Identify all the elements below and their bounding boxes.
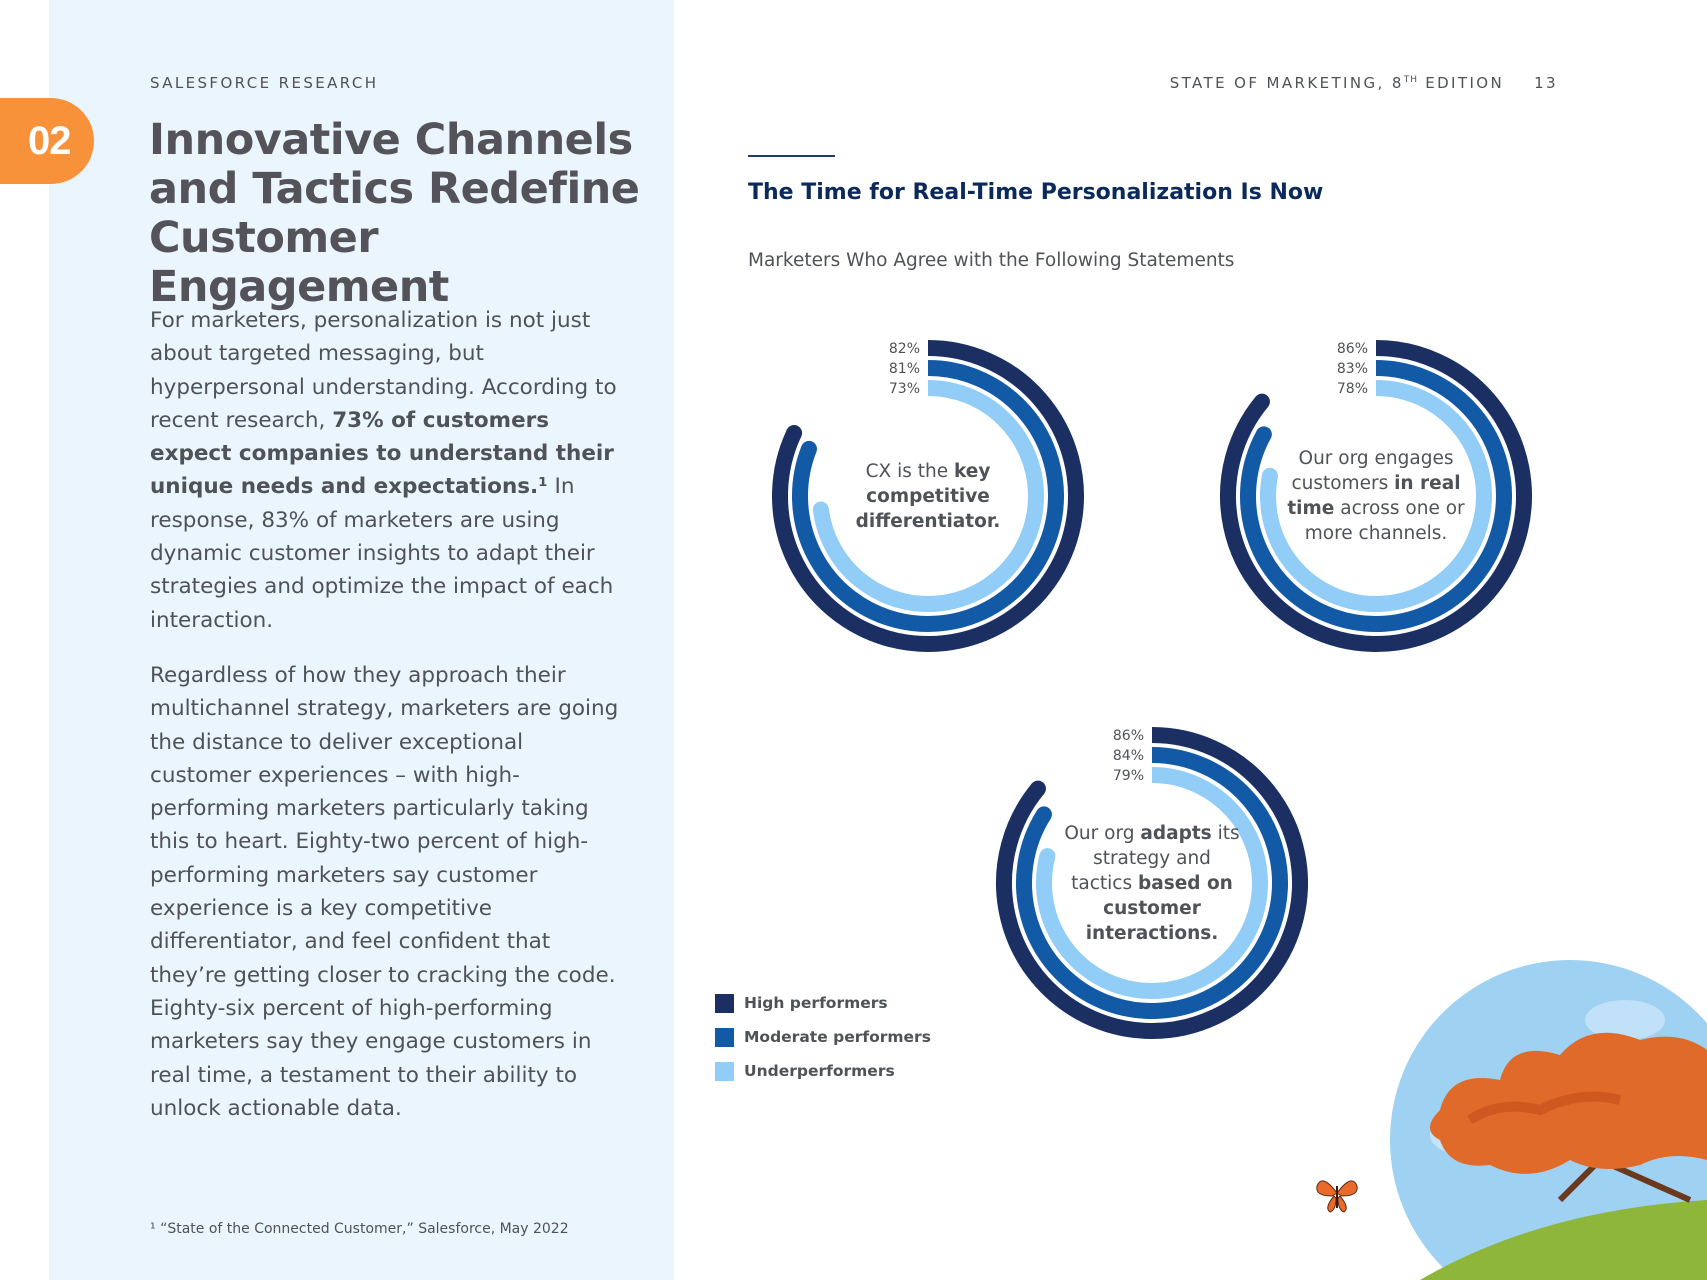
radial-bar-moderate [792, 360, 1064, 632]
radial-chart: 86% 83% 78% Our org engages customers in re… [1206, 326, 1546, 666]
page-title: Innovative Channels and Tactics Redefine… [149, 116, 649, 312]
radial-chart-svg: 86% 84% 79% [996, 727, 1308, 1039]
legend-label: High performers [744, 994, 888, 1012]
radial-bar-moderate [1016, 747, 1288, 1019]
legend-swatch-high [715, 993, 734, 1013]
tree-illustration-svg [1390, 960, 1707, 1280]
statement-label: Our org adapts its strategy and tactics … [1064, 822, 1240, 944]
chart-legend: High performers Moderate performers Unde… [715, 986, 931, 1088]
left-panel [49, 0, 674, 1280]
radial-bar-under [1036, 767, 1268, 999]
radial-bar-moderate [1240, 360, 1512, 632]
value-label: 73% [889, 381, 920, 397]
legend-item: Underperformers [715, 1054, 931, 1088]
page-title-line: Customer Engagement [149, 213, 449, 312]
value-label: 82% [889, 341, 920, 357]
butterfly-illustration [1312, 1168, 1362, 1218]
radial-chart: 82% 81% 73% CX is the key competitive diffe… [758, 326, 1098, 666]
value-label: 84% [1113, 748, 1144, 764]
legend-label: Moderate performers [744, 1028, 931, 1046]
radial-chart: 86% 84% 79% Our org adapts its strategy and… [982, 713, 1322, 1053]
research-label: SALESFORCE RESEARCH [150, 74, 379, 92]
radial-bar-cap [1039, 848, 1056, 865]
butterfly-svg [1316, 1180, 1358, 1213]
report-header: STATE OF MARKETING, 8TH EDITION 13 [1170, 74, 1558, 92]
radial-bar-high [772, 340, 1084, 652]
report-title: STATE OF MARKETING, 8TH EDITION [1169, 74, 1505, 92]
legend-item: High performers [715, 986, 931, 1020]
value-label: 78% [1337, 381, 1368, 397]
radial-bar-high [996, 727, 1308, 1039]
tree-illustration [1380, 960, 1707, 1280]
value-label: 83% [1337, 361, 1368, 377]
body-copy: For marketers, personalization is not ju… [150, 304, 620, 1147]
chapter-number: 02 [28, 118, 71, 163]
legend-label: Underperformers [744, 1062, 895, 1080]
chart-subtitle: Marketers Who Agree with the Following S… [748, 250, 1235, 271]
radial-chart-svg: 86% 83% 78% [1220, 340, 1532, 652]
body-paragraph: Regardless of how they approach their mu… [150, 662, 619, 1121]
radial-bar-cap [1029, 780, 1046, 797]
chapter-badge: 02 [0, 98, 94, 184]
radial-bar-under [1260, 380, 1492, 612]
statement-label: CX is the key competitive differentiator… [855, 460, 1001, 532]
radial-bar-cap [800, 440, 817, 457]
section-rule [748, 155, 835, 157]
page-title-line: and Tactics Redefine [149, 164, 640, 214]
legend-item: Moderate performers [715, 1020, 931, 1054]
radial-bar-cap [812, 501, 829, 518]
radial-bar-under [812, 380, 1044, 612]
radial-chart-svg: 82% 81% 73% [772, 340, 1084, 652]
chart-title: The Time for Real-Time Personalization I… [748, 180, 1324, 205]
page-title-line: Innovative Channels [149, 115, 633, 165]
radial-bar-cap [1255, 426, 1272, 443]
legend-swatch-under [715, 1061, 734, 1081]
body-paragraph: For marketers, personalization is not ju… [150, 308, 617, 633]
footnote: ¹ “State of the Connected Customer,” Sal… [150, 1221, 569, 1237]
radial-bar-cap [1035, 806, 1052, 823]
value-label: 81% [889, 361, 920, 377]
statement-label: Our org engages customers in real time a… [1287, 448, 1465, 544]
page-number: 13 [1534, 74, 1558, 92]
radial-bar-cap [1253, 393, 1270, 410]
radial-bar-cap [786, 424, 803, 441]
radial-bar-high [1220, 340, 1532, 652]
value-label: 86% [1337, 341, 1368, 357]
value-label: 86% [1113, 728, 1144, 744]
radial-bar-cap [1261, 467, 1278, 484]
legend-swatch-moderate [715, 1027, 734, 1047]
value-label: 79% [1113, 768, 1144, 784]
